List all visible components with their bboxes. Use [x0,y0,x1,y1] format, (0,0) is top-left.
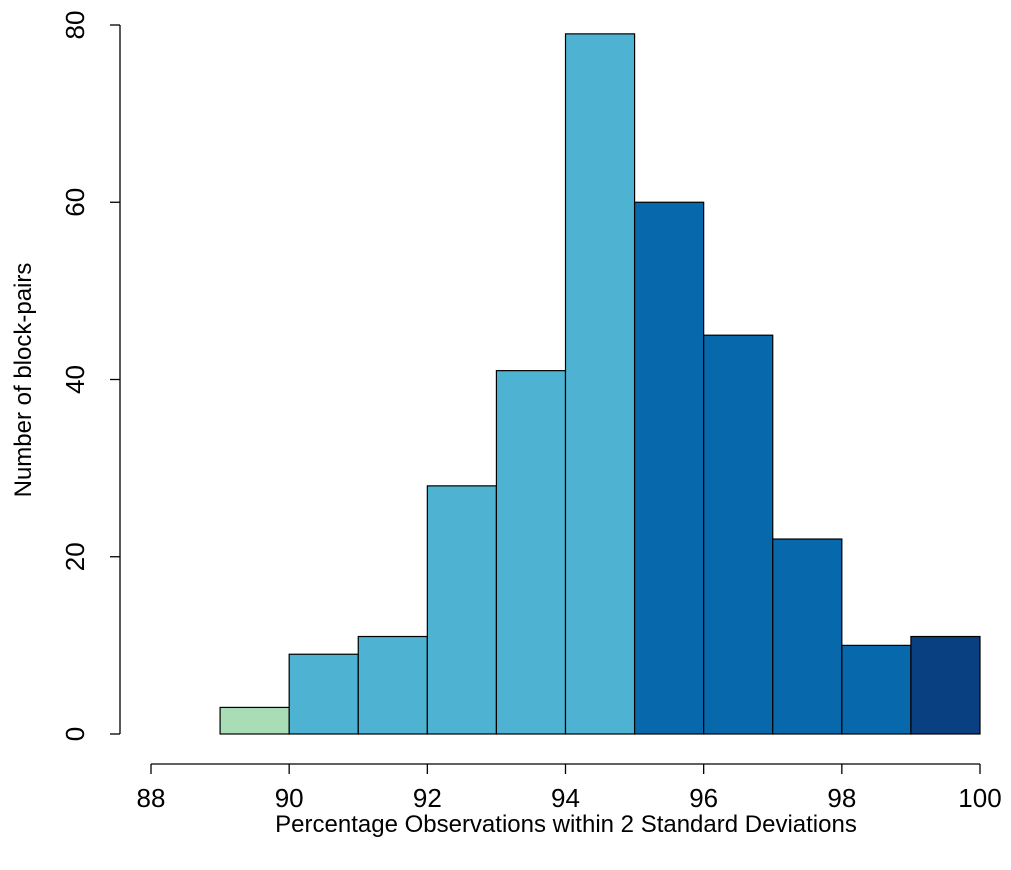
x-tick-label: 100 [958,783,1001,813]
y-axis-title: Number of block-pairs [10,263,37,498]
x-tick-label: 98 [827,783,856,813]
x-tick-label: 94 [551,783,580,813]
y-tick-label: 20 [60,542,90,571]
histogram-bar [426,485,498,735]
y-tick-label: 40 [60,365,90,394]
histogram-bar [564,33,636,735]
y-tick-label: 0 [60,727,90,741]
histogram-bar [703,334,774,735]
x-tick-label: 92 [413,783,442,813]
histogram-bar [357,635,428,735]
y-tick-label: 80 [60,11,90,40]
histogram-bar [910,635,981,735]
histogram-bar [633,201,705,735]
histogram-bar [219,706,290,735]
x-tick-label: 96 [689,783,718,813]
x-axis: 88 90 92 94 96 98 100 [137,763,1002,813]
x-tick-label: 90 [275,783,304,813]
histogram-bar [495,370,567,735]
y-tick-label: 60 [60,188,90,217]
histogram-bar [288,653,359,735]
x-tick-label: 88 [137,783,166,813]
x-axis-title: Percentage Observations within 2 Standar… [275,811,857,838]
histogram-bars [219,33,981,735]
histogram-bar [772,538,843,735]
histogram-bar [841,644,912,735]
y-axis: 0 20 40 60 80 [60,11,121,741]
